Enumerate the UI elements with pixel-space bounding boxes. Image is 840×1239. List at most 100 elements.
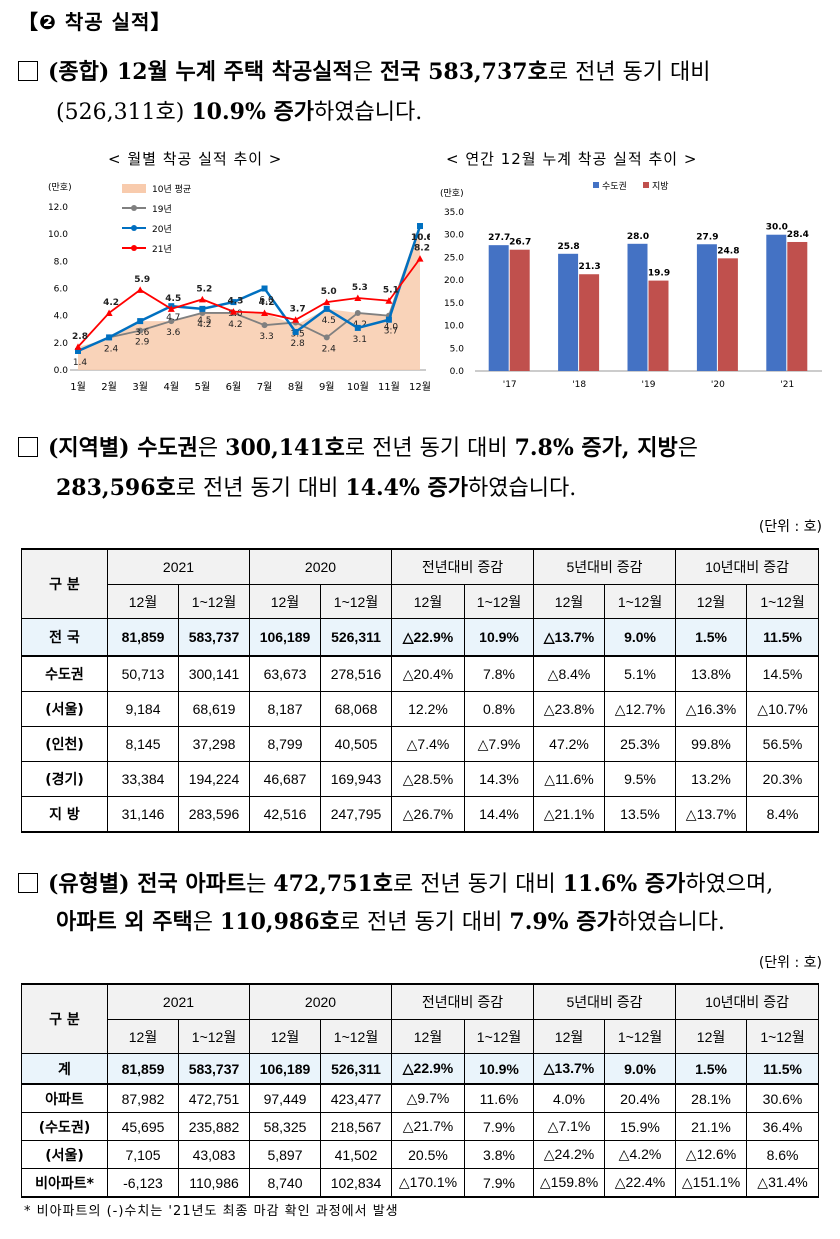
bar	[787, 241, 808, 371]
text-run: (526,311호)	[56, 100, 192, 125]
x-tick-label: '18	[572, 380, 586, 390]
column-sub-header: 1~12월	[463, 584, 535, 619]
text-run: 하였습니다.	[468, 476, 577, 501]
data-label: 6.0	[259, 296, 274, 306]
legend-marker	[131, 205, 137, 211]
table-cell: 50,713	[107, 655, 179, 692]
table-cell: △16.3%	[675, 691, 748, 727]
row-label: (인천)	[21, 726, 108, 762]
table-row: (서울) 7,105 43,083 5,897 41,502 20.5% 3.8% △24.2…	[21, 1140, 820, 1169]
table-cell: 1.5%	[675, 618, 748, 657]
table-row: 전 국 81,859 583,737 106,189 526,311 △22.9% 10.9…	[21, 618, 820, 657]
legend-swatch	[122, 184, 146, 193]
data-point	[106, 334, 113, 341]
text-run: 300,141호	[225, 435, 345, 461]
data-point	[199, 305, 206, 312]
table-cell: 25.3%	[604, 726, 677, 762]
para2-line2: 283,596호로 전년 동기 대비 14.4% 증가하였습니다.	[56, 468, 576, 509]
data-point	[385, 316, 392, 323]
table-cell: 41,502	[320, 1140, 392, 1169]
y-tick-label: 8.0	[54, 257, 69, 267]
table-cell: △7.1%	[533, 1112, 606, 1141]
data-label: 2.8	[290, 339, 305, 349]
table-cell: △13.7%	[533, 1053, 606, 1085]
data-label: 19.9	[648, 269, 670, 279]
row-label: 계	[21, 1053, 108, 1085]
data-point	[168, 318, 175, 325]
row-label: (서울)	[21, 691, 108, 727]
column-sub-header: 12월	[675, 1019, 748, 1054]
series-line	[77, 225, 421, 352]
table-cell: 169,943	[320, 761, 392, 797]
table-cell: 526,311	[320, 618, 392, 657]
legend-label: 19년	[152, 204, 172, 215]
table-cell: 235,882	[178, 1112, 250, 1141]
table-row: (수도권) 45,695 235,882 58,325 218,567 △21.7% 7.9…	[21, 1112, 820, 1141]
data-point	[74, 343, 82, 350]
data-point	[385, 297, 393, 304]
column-group-header: 5년대비 증감	[533, 548, 677, 585]
table-cell: 14.5%	[746, 655, 820, 692]
table-cell: 8,187	[249, 691, 321, 727]
table-cell: 12.2%	[391, 691, 465, 727]
table-cell: 11.5%	[746, 1053, 820, 1085]
text-run: 로 전년 동기 대비	[344, 436, 515, 461]
table-cell: 3.8%	[463, 1140, 535, 1169]
table-cell: 87,982	[107, 1083, 179, 1113]
checkbox-icon	[18, 437, 38, 457]
table-cell: 10.9%	[463, 618, 535, 657]
table-cell: △159.8%	[533, 1168, 606, 1198]
y-tick-label: 12.0	[48, 203, 68, 213]
text-run: 7.8% 증가, 지방	[514, 435, 678, 461]
table-row: 비아파트* -6,123 110,986 8,740 102,834 △170.1% 7.9…	[21, 1168, 820, 1198]
text-run: 로 전년 동기 대비	[175, 476, 346, 501]
column-group-header: 전년대비 증감	[390, 983, 535, 1020]
table-corner-header: 구 분	[21, 548, 108, 619]
unit-label-2: (단위 : 호)	[758, 955, 822, 971]
table-cell: 9.0%	[604, 618, 677, 657]
column-group-header: 10년대비 증감	[675, 548, 820, 585]
table-cell: △22.9%	[391, 618, 465, 657]
table-cell: △21.7%	[391, 1112, 465, 1141]
column-sub-header: 12월	[533, 584, 606, 619]
column-group-header: 2020	[249, 548, 392, 585]
series-line	[77, 258, 421, 348]
y-tick-label: 5.0	[450, 344, 465, 354]
text-run: 하였습니다.	[616, 910, 725, 935]
data-label: 2.9	[135, 338, 150, 348]
regional-starts-table: 구 분 2021 2020 전년대비 증감 5년대비 증감 10년대비 증감 12월 1~12…	[21, 548, 820, 833]
table-cell: 283,596	[178, 796, 250, 833]
table-row: 지 방 31,146 283,596 42,516 247,795 △26.7% 14.4%…	[21, 796, 820, 833]
table-cell: 7.9%	[463, 1168, 535, 1198]
column-sub-header: 12월	[107, 1019, 179, 1054]
legend-marker	[131, 225, 137, 231]
table-cell: 20.4%	[604, 1083, 677, 1113]
table-cell: △21.1%	[533, 796, 606, 833]
table-cell: 7,105	[107, 1140, 179, 1169]
table-cell: 13.2%	[675, 761, 748, 797]
column-sub-header: 1~12월	[320, 1019, 392, 1054]
table-cell: 63,673	[249, 655, 321, 692]
legend-label: 수도권	[602, 180, 627, 192]
data-point	[229, 308, 237, 315]
data-point	[105, 309, 113, 316]
data-label: 4.3	[227, 297, 243, 307]
table-cell: 14.4%	[463, 796, 535, 833]
x-tick-label: 12월	[409, 381, 430, 393]
table-cell: 7.8%	[463, 655, 535, 692]
text-run: 하였습니다.	[314, 100, 423, 125]
data-label: 1.4	[73, 358, 88, 368]
x-tick-label: '19	[642, 380, 656, 390]
text-run: 283,596호	[56, 475, 176, 501]
x-tick-label: 3월	[132, 381, 148, 393]
table-cell: △13.7%	[533, 618, 606, 657]
y-axis-label: (만호)	[48, 182, 72, 193]
table-cell: 7.9%	[463, 1112, 535, 1141]
checkbox-icon	[18, 61, 38, 81]
para3-line2: 아파트 외 주택은 110,986호로 전년 동기 대비 7.9% 증가하였습니…	[56, 902, 725, 943]
table-cell: 218,567	[320, 1112, 392, 1141]
data-label: 10.6	[412, 233, 430, 243]
bar	[579, 274, 600, 371]
text-run: 14.4% 증가	[345, 475, 469, 501]
column-group-header: 2021	[107, 548, 250, 585]
